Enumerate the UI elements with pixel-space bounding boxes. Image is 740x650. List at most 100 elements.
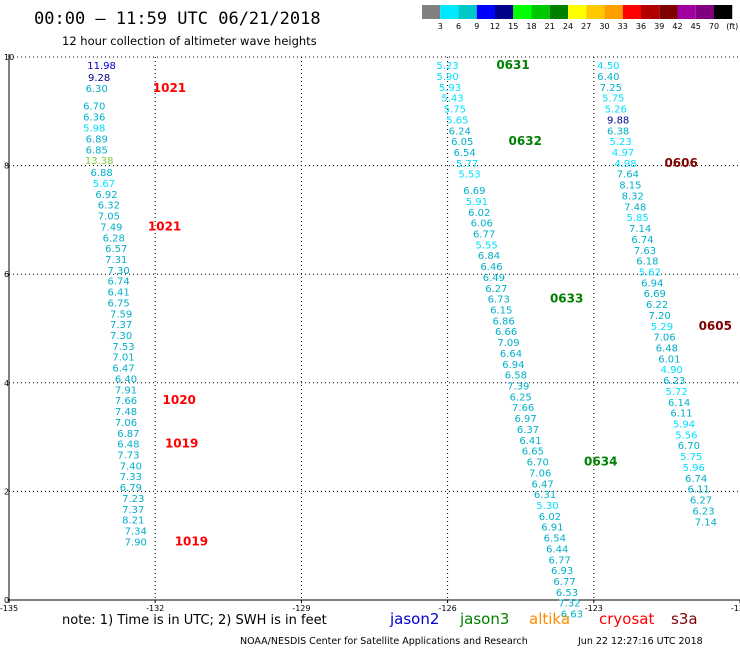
color-legend: 3 6 9 12 15 18 21 24 27 30 33 36 39 42 45 70 (ft) — [422, 5, 738, 31]
wave-height-value: 6.64 — [500, 349, 522, 360]
wave-height-value: 5.96 — [683, 463, 705, 474]
wave-height-value: 6.92 — [95, 190, 117, 201]
wave-height-value: 6.74 — [108, 277, 130, 288]
wave-height-value: 4.98 — [614, 159, 636, 170]
wave-height-value: 8.21 — [122, 516, 144, 527]
y-tick-label: 0 — [4, 596, 9, 605]
legend-swatch — [513, 5, 532, 19]
legend-swatch — [568, 5, 587, 19]
wave-height-value: 5.67 — [93, 179, 115, 190]
wave-height-value: 5.56 — [675, 430, 697, 441]
wave-height-value: 8.32 — [622, 191, 644, 202]
wave-height-value: 7.59 — [110, 309, 132, 320]
satellite-label: s3a — [671, 610, 698, 628]
wave-height-value: 6.23 — [692, 506, 714, 517]
y-tick-label: 2 — [4, 487, 9, 496]
y-tick-label: 10 — [4, 53, 14, 62]
wave-height-value: 9.28 — [88, 73, 110, 84]
satellite-label: altika — [529, 610, 570, 628]
wave-height-value: 6.28 — [103, 233, 125, 244]
satellite-legend: jason2 jason3 altika cryosat s3a — [389, 610, 698, 628]
wave-height-value: 6.24 — [449, 126, 471, 137]
wave-height-value: 7.48 — [115, 407, 137, 418]
wave-height-value: 6.02 — [539, 512, 561, 523]
wave-height-value: 6.57 — [105, 244, 127, 255]
wave-height-value: 5.90 — [436, 72, 458, 83]
x-tick-label: -126 — [439, 604, 457, 613]
wave-height-value: 6.27 — [485, 284, 507, 295]
wave-height-value: 5.91 — [466, 197, 488, 208]
wave-height-value: 6.86 — [493, 316, 515, 327]
footer-credit: NOAA/NESDIS Center for Satellite Applica… — [240, 636, 528, 647]
time-label: 1021 — [153, 81, 186, 95]
wave-height-value: 5.93 — [439, 83, 461, 94]
time-label: 0606 — [664, 156, 697, 170]
wave-height-value: 6.65 — [522, 447, 544, 458]
time-label: 1020 — [163, 393, 196, 407]
wave-height-value: 13.38 — [85, 156, 114, 167]
wave-height-value: 7.23 — [122, 494, 144, 505]
wave-height-value: 7.39 — [507, 382, 529, 393]
legend-label: 30 — [599, 22, 609, 31]
note-text: note: 1) Time is in UTC; 2) SWH is in fe… — [62, 613, 327, 628]
wave-height-value: 7.06 — [653, 333, 675, 344]
wave-height-value: 6.18 — [636, 257, 658, 268]
wave-height-value: 7.30 — [110, 331, 132, 342]
wave-height-value: 6.63 — [561, 610, 583, 621]
wave-height-value: 6.41 — [108, 288, 130, 299]
wave-height-value: 6.06 — [471, 219, 493, 230]
x-tick-label: -132 — [146, 604, 164, 613]
wave-height-value: 6.77 — [553, 577, 575, 588]
wave-height-value: 7.20 — [648, 311, 670, 322]
wave-height-value: 6.25 — [510, 392, 532, 403]
x-tick-label: -123 — [585, 604, 603, 613]
wave-height-value: 6.88 — [90, 168, 112, 179]
wave-height-value: 6.54 — [454, 148, 476, 159]
legend-label: 33 — [618, 22, 628, 31]
wave-height-value: 5.65 — [446, 115, 468, 126]
wave-height-value: 6.70 — [678, 441, 700, 452]
wave-height-value: 6.74 — [631, 235, 653, 246]
wave-height-value: 6.32 — [98, 201, 120, 212]
wave-height-value: 7.32 — [558, 599, 580, 610]
wave-height-value: 6.49 — [483, 273, 505, 284]
wave-height-value: 6.91 — [541, 523, 563, 534]
wave-height-value: 7.64 — [617, 170, 639, 181]
satellite-label: jason3 — [459, 610, 509, 628]
legend-swatch — [659, 5, 678, 19]
time-label: 1019 — [175, 534, 208, 548]
legend-label: 12 — [490, 22, 500, 31]
wave-height-value: 6.89 — [86, 134, 108, 145]
legend-swatch — [622, 5, 641, 19]
legend-label: 36 — [636, 22, 646, 31]
wave-height-value: 7.40 — [120, 461, 142, 472]
wave-height-value: 8.15 — [619, 181, 641, 192]
wave-height-value: 6.69 — [644, 289, 666, 300]
wave-height-value: 6.31 — [534, 490, 556, 501]
wave-height-value: 7.30 — [108, 266, 130, 277]
wave-height-value: 5.29 — [651, 322, 673, 333]
wave-height-value: 5.30 — [536, 501, 558, 512]
wave-height-value: 6.66 — [495, 327, 517, 338]
legend-swatch — [476, 5, 495, 19]
wave-height-value: 6.75 — [108, 298, 130, 309]
wave-height-value: 5.62 — [639, 267, 661, 278]
legend-label: 24 — [563, 22, 573, 31]
wave-height-value: 5.77 — [456, 159, 478, 170]
wave-height-value: 9.88 — [607, 115, 629, 126]
wave-height-value: 4.50 — [597, 61, 619, 72]
legend-swatch — [641, 5, 660, 19]
wave-height-value: 4.97 — [612, 148, 634, 159]
wave-height-value: 6.48 — [656, 344, 678, 355]
legend-label: 39 — [654, 22, 664, 31]
wave-height-value: 7.14 — [695, 517, 717, 528]
wave-height-value: 6.47 — [112, 364, 134, 375]
legend-swatch — [531, 5, 550, 19]
legend-swatch — [495, 5, 514, 19]
wave-height-value: 4.90 — [661, 365, 683, 376]
wave-height-value: 6.05 — [451, 137, 473, 148]
legend-swatch — [677, 5, 696, 19]
wave-height-value: 6.02 — [468, 208, 490, 219]
wave-height-value: 6.37 — [517, 425, 539, 436]
